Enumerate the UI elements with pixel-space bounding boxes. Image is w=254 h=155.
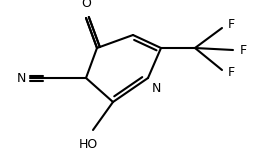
Text: N: N [17,71,26,84]
Text: F: F [240,44,247,57]
Text: O: O [81,0,91,10]
Text: F: F [228,18,235,31]
Text: N: N [152,82,161,95]
Text: F: F [228,66,235,80]
Text: HO: HO [78,138,98,151]
